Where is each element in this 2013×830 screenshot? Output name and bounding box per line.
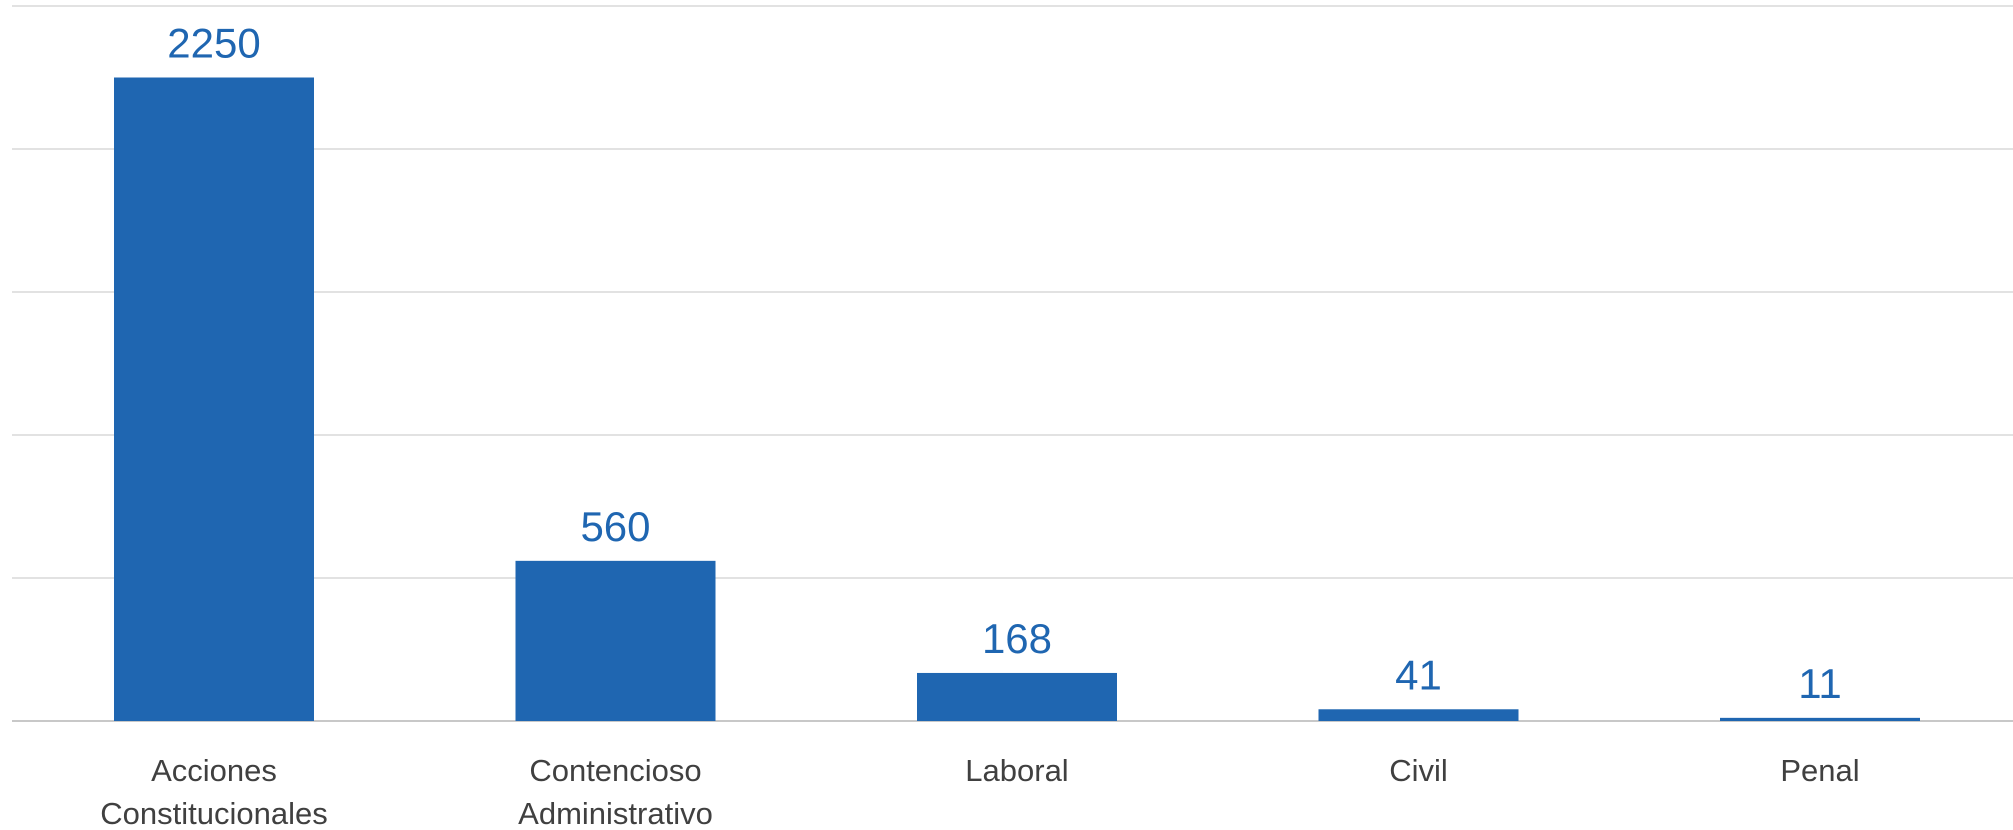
data-label-penal: 11 — [1798, 660, 1842, 707]
category-label-acciones-constitucionales: Acciones Constitucionales — [100, 753, 327, 830]
data-label-contencioso-administrativo: 560 — [580, 503, 650, 550]
category-label-laboral: Laboral — [965, 753, 1068, 788]
bar-civil — [1319, 709, 1519, 721]
bar-penal — [1720, 718, 1920, 721]
category-label-contencioso-administrativo: Contencioso Administrativo — [518, 753, 713, 830]
bar-acciones-constitucionales — [114, 78, 314, 722]
category-label-penal: Penal — [1780, 753, 1859, 788]
data-label-acciones-constitucionales: 2250 — [167, 20, 260, 67]
category-label-civil: Civil — [1389, 753, 1448, 788]
data-label-laboral: 168 — [982, 615, 1052, 662]
bar-laboral — [917, 673, 1117, 721]
x-axis: Acciones Constitucionales Contencioso Admin… — [100, 753, 1859, 830]
bar-contencioso-administrativo — [516, 561, 716, 721]
data-labels: 2250 560 168 41 11 — [167, 20, 1842, 707]
data-label-civil: 41 — [1395, 651, 1442, 698]
